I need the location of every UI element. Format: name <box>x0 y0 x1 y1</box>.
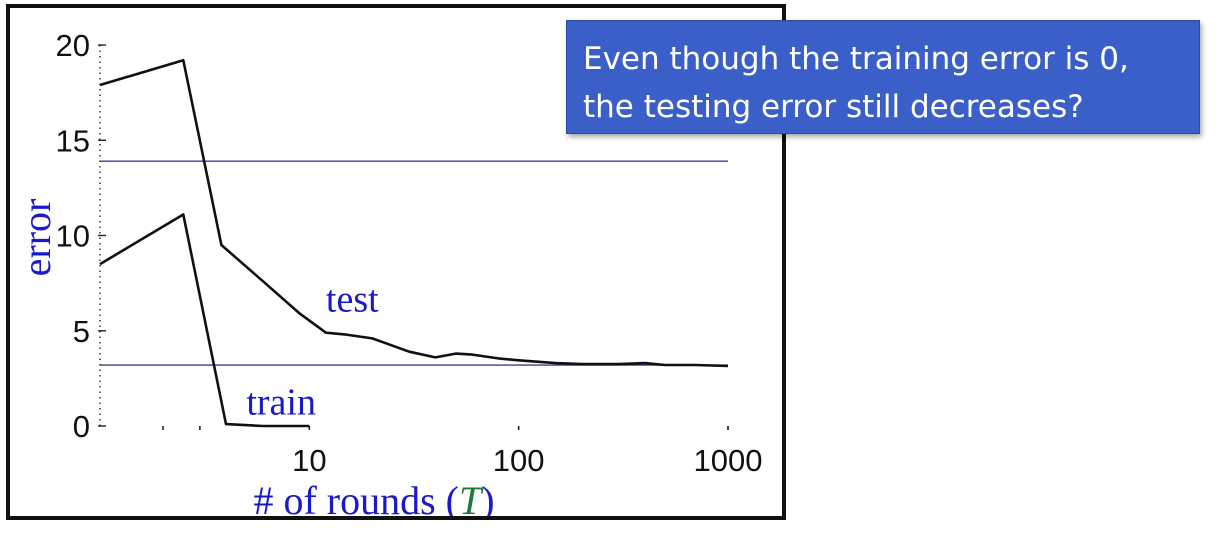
x-tick-label-1000: 1000 <box>694 443 763 478</box>
y-tick-label-0: 0 <box>73 409 90 444</box>
callout-line-1: Even though the training error is 0, <box>583 41 1129 77</box>
x-axis-label-close: ) <box>481 478 494 516</box>
x-axis-label-variable: T <box>459 478 484 516</box>
x-tick-label-10: 10 <box>292 443 326 478</box>
x-axis-label-text: # of rounds ( <box>253 478 459 516</box>
series-label-test: test <box>326 279 379 321</box>
y-tick-label-15: 15 <box>56 123 90 158</box>
y-tick-label-20: 20 <box>56 28 90 63</box>
y-tick-label-10: 10 <box>56 219 90 254</box>
x-axis-label: # of rounds (T) <box>253 478 494 516</box>
error-vs-rounds-chart: 0 5 10 15 20 10 100 1000 test train error # of roun… <box>14 28 762 516</box>
series-lines <box>99 58 729 428</box>
series-label-train: train <box>246 382 316 424</box>
callout-box: Even though the training error is 0, the… <box>566 20 1200 134</box>
series-line-test <box>99 58 729 368</box>
x-tick-label-100: 100 <box>493 443 545 478</box>
y-axis-label: error <box>14 199 59 277</box>
axes <box>98 44 729 430</box>
series-line-train <box>99 213 310 428</box>
y-tick-label-5: 5 <box>73 314 90 349</box>
callout-line-2: the testing error still decreases? <box>583 89 1084 125</box>
labels: 0 5 10 15 20 10 100 1000 test train error # of roun… <box>14 28 762 516</box>
